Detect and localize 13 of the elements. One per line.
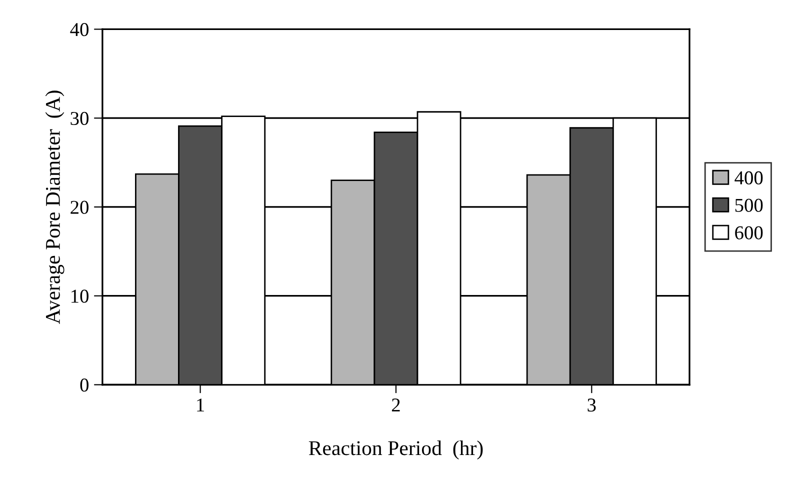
x-tick-label: 2: [392, 398, 400, 412]
y-tick-label: 20: [70, 200, 89, 214]
legend-label: 500: [735, 198, 763, 212]
x-tick-label: 3: [588, 398, 596, 412]
y-tick-label: 10: [72, 290, 89, 303]
x-tick-label: 1: [197, 398, 204, 412]
y-axis-title: Average Pore Diameter (A): [45, 90, 64, 324]
legend-label: 400: [734, 171, 763, 184]
x-axis-title: Reaction Period (hr): [308, 440, 483, 460]
y-tick-label: 0: [80, 378, 89, 392]
legend-label: 600: [735, 226, 763, 240]
y-tick-label: 30: [70, 112, 89, 126]
y-tick-label: 40: [70, 23, 89, 36]
